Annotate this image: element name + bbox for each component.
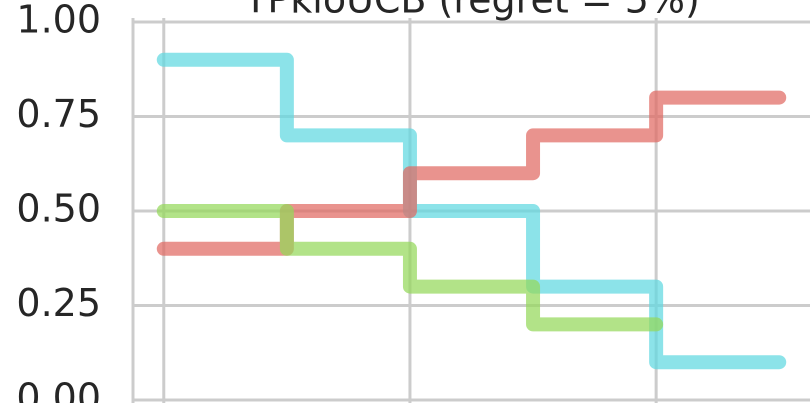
step-line xyxy=(156,90,787,256)
step-line xyxy=(156,204,664,332)
y-tick-label: 0.25 xyxy=(16,281,101,325)
y-tick-label: 0.50 xyxy=(16,187,101,231)
y-tick-label: 0.75 xyxy=(16,92,101,136)
y-tick-label: 1.00 xyxy=(16,0,101,42)
y-tick-label: 0.00 xyxy=(16,376,101,403)
chart-title: TPkloUCB (regret = 5%) xyxy=(243,0,700,22)
